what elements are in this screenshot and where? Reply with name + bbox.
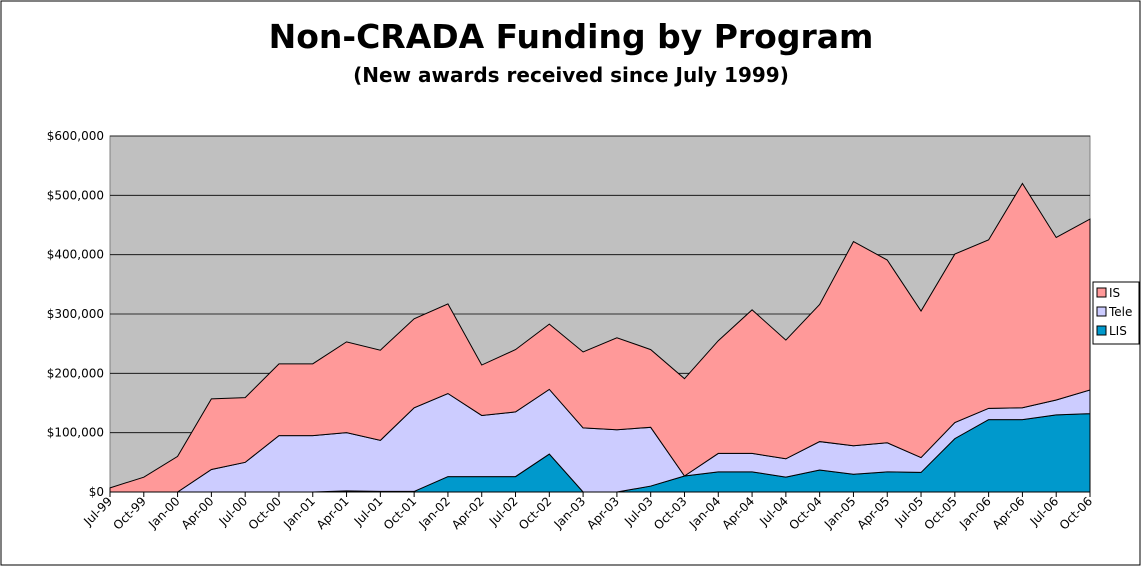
- chart-subtitle: (New awards received since July 1999): [353, 63, 789, 87]
- legend-swatch: [1096, 306, 1107, 317]
- y-tick-label: $300,000: [47, 307, 104, 321]
- y-tick-label: $100,000: [47, 426, 104, 440]
- legend-swatch: [1096, 325, 1107, 336]
- y-tick-label: $500,000: [47, 188, 104, 202]
- y-tick-label: $400,000: [47, 248, 104, 262]
- legend-swatch: [1096, 287, 1107, 298]
- y-tick-label: $200,000: [47, 366, 104, 380]
- y-tick-label: $600,000: [47, 129, 104, 143]
- legend: IS Tele LIS: [1092, 281, 1140, 345]
- legend-label: Tele: [1108, 305, 1132, 319]
- chart-title: Non-CRADA Funding by Program: [269, 17, 874, 56]
- y-tick-label: $0: [89, 485, 104, 499]
- legend-label: LIS: [1109, 324, 1127, 338]
- area: [109, 182, 1091, 493]
- legend-label: IS: [1109, 286, 1120, 300]
